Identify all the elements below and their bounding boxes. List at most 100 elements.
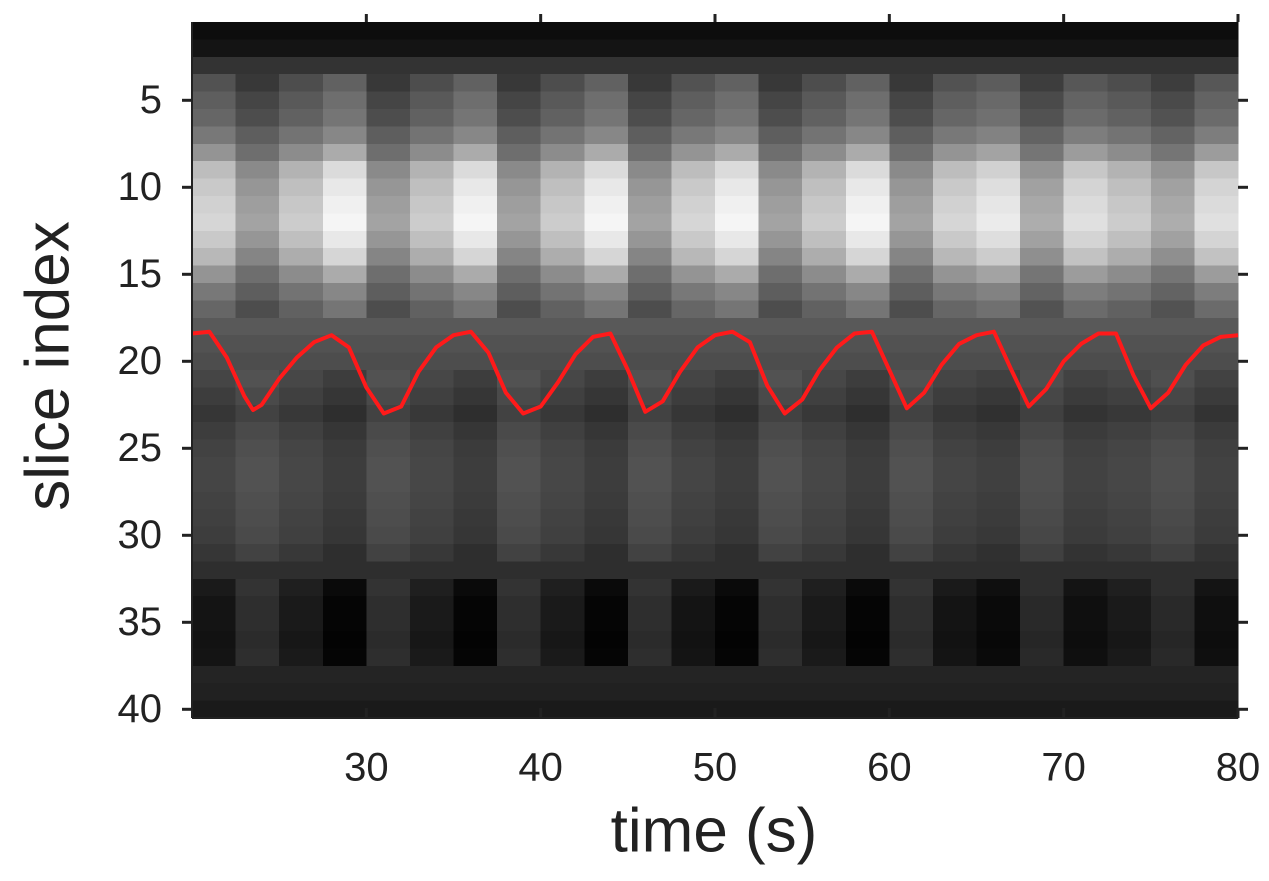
heatmap-cell bbox=[1150, 143, 1195, 162]
heatmap-cell bbox=[1150, 56, 1195, 75]
heatmap-cell bbox=[453, 665, 498, 684]
heatmap-cell bbox=[1194, 335, 1239, 354]
heatmap-cell bbox=[889, 230, 934, 249]
heatmap-cell bbox=[715, 439, 760, 458]
heatmap-cell bbox=[1194, 561, 1239, 580]
heatmap-cell bbox=[932, 370, 977, 388]
heatmap-cell bbox=[322, 126, 367, 145]
heatmap-cell bbox=[497, 439, 542, 458]
heatmap-cell bbox=[1020, 300, 1065, 319]
heatmap-cell bbox=[671, 161, 716, 180]
heatmap-cell bbox=[540, 196, 585, 214]
heatmap-cell bbox=[192, 22, 237, 40]
heatmap-cell bbox=[497, 526, 542, 545]
heatmap-cell bbox=[1020, 126, 1065, 145]
x-tick-label: 40 bbox=[518, 746, 563, 790]
heatmap-cell bbox=[1063, 578, 1108, 597]
heatmap-cell bbox=[932, 526, 977, 545]
heatmap-cell bbox=[366, 335, 411, 354]
heatmap-cell bbox=[802, 91, 847, 110]
y-tick-label: 40 bbox=[118, 687, 163, 731]
heatmap-cell bbox=[715, 178, 760, 197]
heatmap-cell bbox=[627, 544, 672, 562]
heatmap-cell bbox=[540, 265, 585, 284]
heatmap-cell bbox=[235, 544, 280, 562]
heatmap-cell bbox=[1063, 491, 1108, 510]
heatmap-cell bbox=[845, 596, 890, 615]
heatmap-cell bbox=[322, 404, 367, 423]
heatmap-cell bbox=[497, 491, 542, 510]
heatmap-cell bbox=[1107, 404, 1152, 423]
heatmap-cell bbox=[1150, 91, 1195, 110]
heatmap-cell bbox=[279, 578, 324, 597]
heatmap-cell bbox=[497, 648, 542, 667]
heatmap-cell bbox=[758, 439, 803, 458]
heatmap-cell bbox=[322, 422, 367, 441]
heatmap-cell bbox=[453, 74, 498, 93]
heatmap-cell bbox=[976, 700, 1021, 719]
heatmap-cell bbox=[453, 596, 498, 615]
heatmap-cell bbox=[671, 39, 716, 58]
heatmap-cell bbox=[1150, 439, 1195, 458]
heatmap-cell bbox=[758, 56, 803, 75]
heatmap-cell bbox=[1107, 509, 1152, 528]
heatmap-cell bbox=[932, 283, 977, 301]
heatmap-cell bbox=[584, 561, 629, 580]
heatmap-cell bbox=[322, 683, 367, 702]
heatmap-cell bbox=[192, 544, 237, 562]
heatmap-cell bbox=[1107, 213, 1152, 232]
heatmap-cell bbox=[976, 665, 1021, 684]
heatmap-cell bbox=[366, 196, 411, 214]
heatmap-cell bbox=[409, 370, 454, 388]
heatmap-cell bbox=[453, 491, 498, 510]
heatmap-cell bbox=[584, 404, 629, 423]
heatmap-cell bbox=[322, 161, 367, 180]
heatmap-cell bbox=[279, 683, 324, 702]
heatmap-cell bbox=[540, 526, 585, 545]
heatmap-cell bbox=[1063, 370, 1108, 388]
heatmap-cell bbox=[889, 126, 934, 145]
heatmap-cell bbox=[235, 526, 280, 545]
heatmap-cell bbox=[976, 109, 1021, 127]
heatmap-cell bbox=[192, 648, 237, 667]
heatmap-cell bbox=[627, 578, 672, 597]
heatmap-cell bbox=[715, 213, 760, 232]
heatmap-cell bbox=[627, 178, 672, 197]
heatmap-cell bbox=[497, 109, 542, 127]
heatmap-cell bbox=[932, 196, 977, 214]
heatmap-cell bbox=[1150, 161, 1195, 180]
heatmap-cell bbox=[1150, 544, 1195, 562]
heatmap-cell bbox=[1194, 596, 1239, 615]
heatmap-cell bbox=[932, 561, 977, 580]
x-tick-label: 50 bbox=[693, 746, 738, 790]
heatmap-cell bbox=[932, 178, 977, 197]
heatmap-cell bbox=[1150, 178, 1195, 197]
heatmap-cell bbox=[932, 300, 977, 319]
heatmap-cell bbox=[715, 109, 760, 127]
heatmap-cell bbox=[192, 335, 237, 354]
heatmap-cell bbox=[366, 474, 411, 493]
heatmap-cell bbox=[627, 39, 672, 58]
heatmap-cell bbox=[1063, 91, 1108, 110]
heatmap-cell bbox=[584, 578, 629, 597]
heatmap-cell bbox=[322, 39, 367, 58]
heatmap-cell bbox=[1063, 283, 1108, 301]
heatmap-cell bbox=[322, 196, 367, 214]
heatmap-cell bbox=[802, 248, 847, 267]
heatmap-cell bbox=[1020, 74, 1065, 93]
heatmap-cell bbox=[409, 596, 454, 615]
heatmap-cell bbox=[627, 22, 672, 40]
heatmap-cell bbox=[192, 265, 237, 284]
heatmap-cell bbox=[1063, 143, 1108, 162]
heatmap-cell bbox=[932, 457, 977, 475]
heatmap-cell bbox=[1194, 648, 1239, 667]
heatmap-cell bbox=[322, 56, 367, 75]
heatmap-cell bbox=[235, 143, 280, 162]
heatmap-cell bbox=[976, 161, 1021, 180]
heatmap-cell bbox=[322, 22, 367, 40]
x-tick-label: 60 bbox=[867, 746, 912, 790]
heatmap-cell bbox=[845, 665, 890, 684]
heatmap-cell bbox=[715, 300, 760, 319]
heatmap-cell bbox=[409, 265, 454, 284]
heatmap-cell bbox=[322, 230, 367, 249]
